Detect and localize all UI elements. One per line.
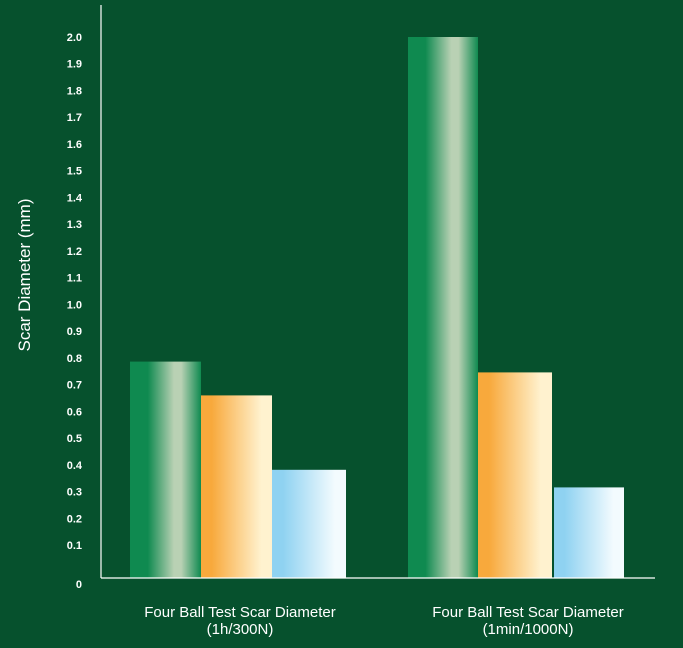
y-tick-label: 0.2 (67, 513, 82, 525)
y-tick-label: 0.8 (67, 353, 82, 365)
y-axis-label: Scar Diameter (mm) (15, 198, 34, 351)
y-tick-label: 0.4 (67, 460, 83, 472)
bar (554, 487, 624, 578)
bar (201, 395, 272, 578)
y-tick-label: 1.0 (67, 299, 82, 311)
y-tick-label: 0.1 (67, 540, 82, 552)
y-tick-label: 1.7 (67, 112, 82, 124)
x-category-label: Four Ball Test Scar Diameter (1h/300N) (144, 604, 335, 638)
x-category-label: Four Ball Test Scar Diameter (1min/1000N) (432, 604, 623, 638)
y-tick-label: 1.2 (67, 246, 82, 258)
y-tick-label: 0.3 (67, 487, 82, 499)
y-tick-label: 1.9 (67, 59, 82, 71)
bar (130, 361, 201, 578)
y-tick-label: 1.3 (67, 219, 82, 231)
bar (408, 37, 478, 578)
y-tick-label: 1.6 (67, 139, 82, 151)
bar (272, 469, 346, 578)
y-tick-label: 1.1 (67, 273, 82, 285)
y-tick-label: 1.8 (67, 86, 82, 98)
y-tick-label: 1.5 (67, 166, 82, 178)
y-tick-label: 0.5 (67, 433, 82, 445)
x-category-labels: Four Ball Test Scar Diameter (1h/300N) Fou… (144, 604, 623, 638)
y-tick-label: 0 (76, 579, 82, 591)
y-tick-label: 0.7 (67, 380, 82, 392)
bars-layer (130, 37, 624, 578)
y-tick-label: 0.9 (67, 326, 82, 338)
y-tick-label: 2.0 (67, 32, 82, 44)
y-tick-label: 1.4 (67, 192, 83, 204)
bar (478, 372, 552, 578)
y-tick-label: 0.6 (67, 406, 82, 418)
y-tick-labels: 0 0.1 0.2 0.3 0.4 0.5 0.6 0.7 0.8 0.9 1.0 1.1 1.2 1.3… (67, 32, 83, 591)
